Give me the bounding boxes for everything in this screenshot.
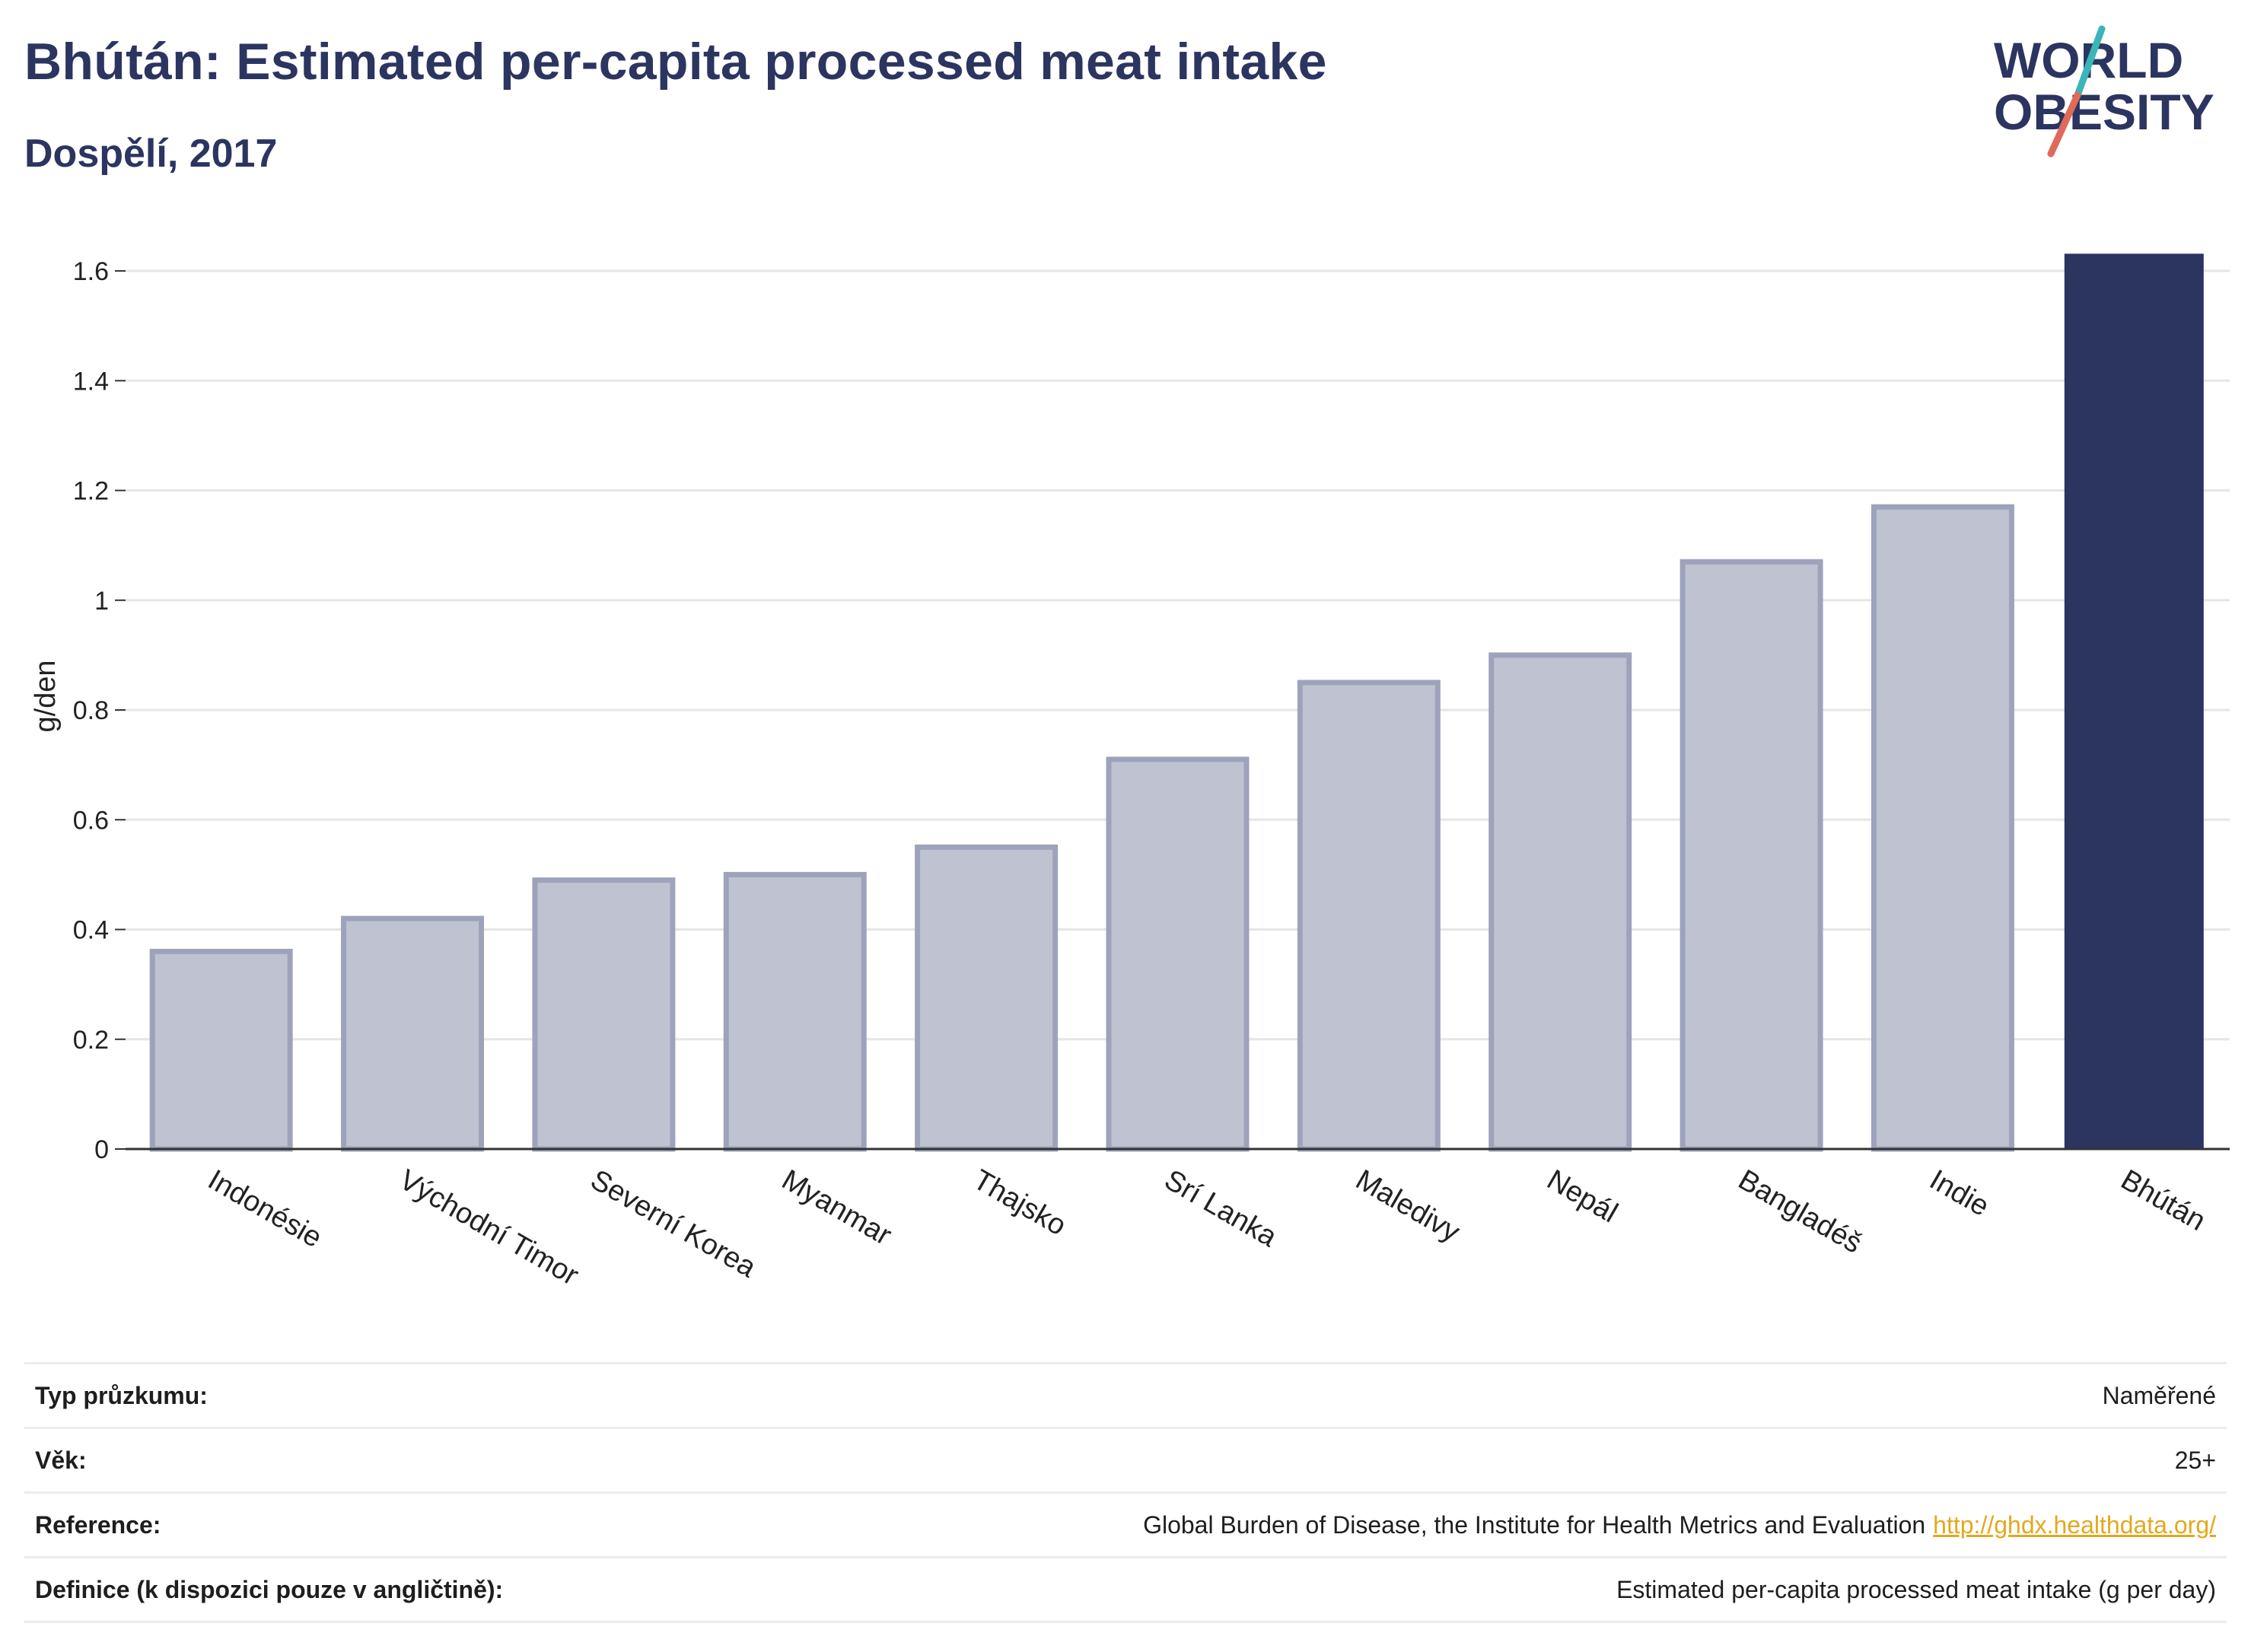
bar-chart: 0 0.2 0.4 0.6 0.8 1 1.2 1.4 1.6 g/den Indonésie Výc…	[30, 253, 2230, 1292]
bar-východní-timor	[341, 915, 485, 1152]
world-obesity-logo: WORLD OBESITY	[1994, 25, 2214, 158]
x-tick-label: Bhútán	[2116, 1163, 2211, 1237]
meta-value-text: 25+	[2174, 1446, 2216, 1474]
meta-value: Global Burden of Disease, the Institute …	[1143, 1511, 2216, 1539]
y-tick-label: 1.6	[73, 257, 109, 286]
meta-value: Naměřené	[2103, 1382, 2216, 1410]
y-tick-label: 0.8	[73, 696, 109, 725]
logo-slash-red	[2047, 91, 2081, 158]
x-tick-label: Severní Korea	[585, 1163, 762, 1284]
bar-maledivy	[1297, 680, 1441, 1152]
x-tick-label: Myanmar	[776, 1163, 896, 1252]
chart-title: Bhútán: Estimated per-capita processed m…	[24, 33, 1327, 91]
metadata-table: Typ průzkumu: Naměřené Věk: 25+ Reference: Gl…	[24, 1362, 2227, 1623]
y-tick-label: 0.2	[73, 1026, 109, 1055]
bar-indonésie	[149, 948, 293, 1152]
x-tick-label: Thajsko	[968, 1163, 1071, 1242]
x-tick-label: Východní Timor	[394, 1163, 584, 1292]
bar-bangladéš	[1679, 559, 1823, 1152]
bar-bhútán	[2064, 253, 2204, 1151]
bar-severní-korea	[532, 877, 676, 1152]
y-tick-label: 1.2	[73, 477, 109, 506]
bar-srí-lanka	[1106, 756, 1250, 1152]
meta-label: Definice (k dispozici pouze v angličtině…	[35, 1575, 504, 1603]
meta-row: Věk: 25+	[24, 1427, 2227, 1491]
bar-myanmar	[723, 871, 867, 1152]
x-tick-label: Indonésie	[202, 1163, 327, 1254]
x-tick-label: Maledivy	[1350, 1163, 1465, 1248]
logo-text-obesity: OBESITY	[1994, 84, 2214, 140]
meta-row: Typ průzkumu: Naměřené	[24, 1362, 2227, 1427]
meta-label: Věk:	[35, 1446, 87, 1474]
y-tick-label: 0.6	[73, 806, 109, 835]
y-tick-label: 0	[94, 1135, 109, 1164]
bar-indie	[1871, 504, 2014, 1152]
x-tick-label: Indie	[1924, 1163, 1994, 1223]
meta-value: Estimated per-capita processed meat inta…	[1616, 1576, 2216, 1604]
meta-value-text: Global Burden of Disease, the Institute …	[1143, 1510, 1926, 1539]
y-axis-label: g/den	[30, 660, 62, 732]
meta-label: Reference:	[35, 1510, 161, 1539]
chart-subtitle: Dospělí, 2017	[24, 132, 278, 176]
meta-row: Definice (k dispozici pouze v angličtině…	[24, 1556, 2227, 1623]
y-tick-label: 1.4	[73, 367, 109, 396]
reference-link[interactable]: http://ghdx.healthdata.org/	[1933, 1510, 2216, 1539]
meta-label: Typ průzkumu:	[35, 1381, 208, 1409]
bar-thajsko	[915, 844, 1059, 1152]
logo-slash-teal	[2074, 25, 2106, 99]
meta-value-text: Estimated per-capita processed meat inta…	[1616, 1575, 2216, 1603]
meta-row: Reference: Global Burden of Disease, the …	[24, 1491, 2227, 1556]
y-tick-label: 0.4	[73, 916, 109, 945]
meta-value: 25+	[2175, 1447, 2216, 1475]
y-tick-label: 1	[94, 587, 109, 616]
x-tick-label: Nepál	[1542, 1163, 1623, 1229]
x-tick-label: Srí Lanka	[1159, 1163, 1283, 1253]
meta-value-text: Naměřené	[2102, 1381, 2216, 1409]
x-tick-label: Bangladéš	[1733, 1163, 1867, 1259]
bar-nepál	[1488, 652, 1632, 1152]
